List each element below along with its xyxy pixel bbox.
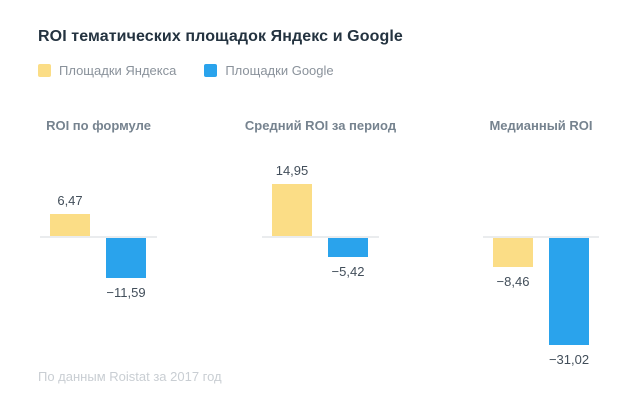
yandex-legend-label: Площадки Яндекса xyxy=(59,63,177,78)
bar-value-label: 6,47 xyxy=(57,193,83,208)
subchart-roi-by-formula: ROI по формуле 6,47 −11,59 xyxy=(40,118,157,388)
google-legend-label: Площадки Google xyxy=(225,63,334,78)
bar-value-label: 14,95 xyxy=(275,163,309,178)
bar-google xyxy=(549,238,589,345)
bar-value-label: −8,46 xyxy=(496,274,530,289)
zero-baseline xyxy=(40,236,157,238)
bar-value-label: −11,59 xyxy=(106,285,146,300)
bar-google xyxy=(106,238,146,278)
bar-yandex xyxy=(50,214,90,236)
bar-value-label: −31,02 xyxy=(548,352,590,367)
bar-google xyxy=(328,238,368,257)
subchart-average-roi: Средний ROI за период 14,95 −5,42 xyxy=(245,118,396,388)
plot-area: 6,47 −11,59 xyxy=(40,118,157,388)
plot-area: −8,46 −31,02 xyxy=(483,118,599,388)
legend-item-yandex: Площадки Яндекса xyxy=(38,63,176,78)
bar-value-label: −5,42 xyxy=(331,264,365,279)
plot-area: 14,95 −5,42 xyxy=(262,118,379,388)
legend: Площадки Яндекса Площадки Google xyxy=(38,63,334,78)
subchart-median-roi: Медианный ROI −8,46 −31,02 xyxy=(483,118,599,388)
subchart-title: Медианный ROI xyxy=(489,118,593,133)
legend-item-google: Площадки Google xyxy=(204,63,334,78)
zero-baseline xyxy=(483,236,599,238)
bar-yandex xyxy=(493,238,533,267)
bar-yandex xyxy=(272,184,312,236)
google-legend-swatch xyxy=(204,64,218,77)
subchart-title: ROI по формуле xyxy=(46,118,151,133)
source-footnote: По данным Roistat за 2017 год xyxy=(38,369,222,384)
chart-title: ROI тематических площадок Яндекс и Googl… xyxy=(38,28,403,45)
yandex-legend-swatch xyxy=(38,64,51,77)
zero-baseline xyxy=(262,236,379,238)
subchart-title: Средний ROI за период xyxy=(244,118,397,133)
